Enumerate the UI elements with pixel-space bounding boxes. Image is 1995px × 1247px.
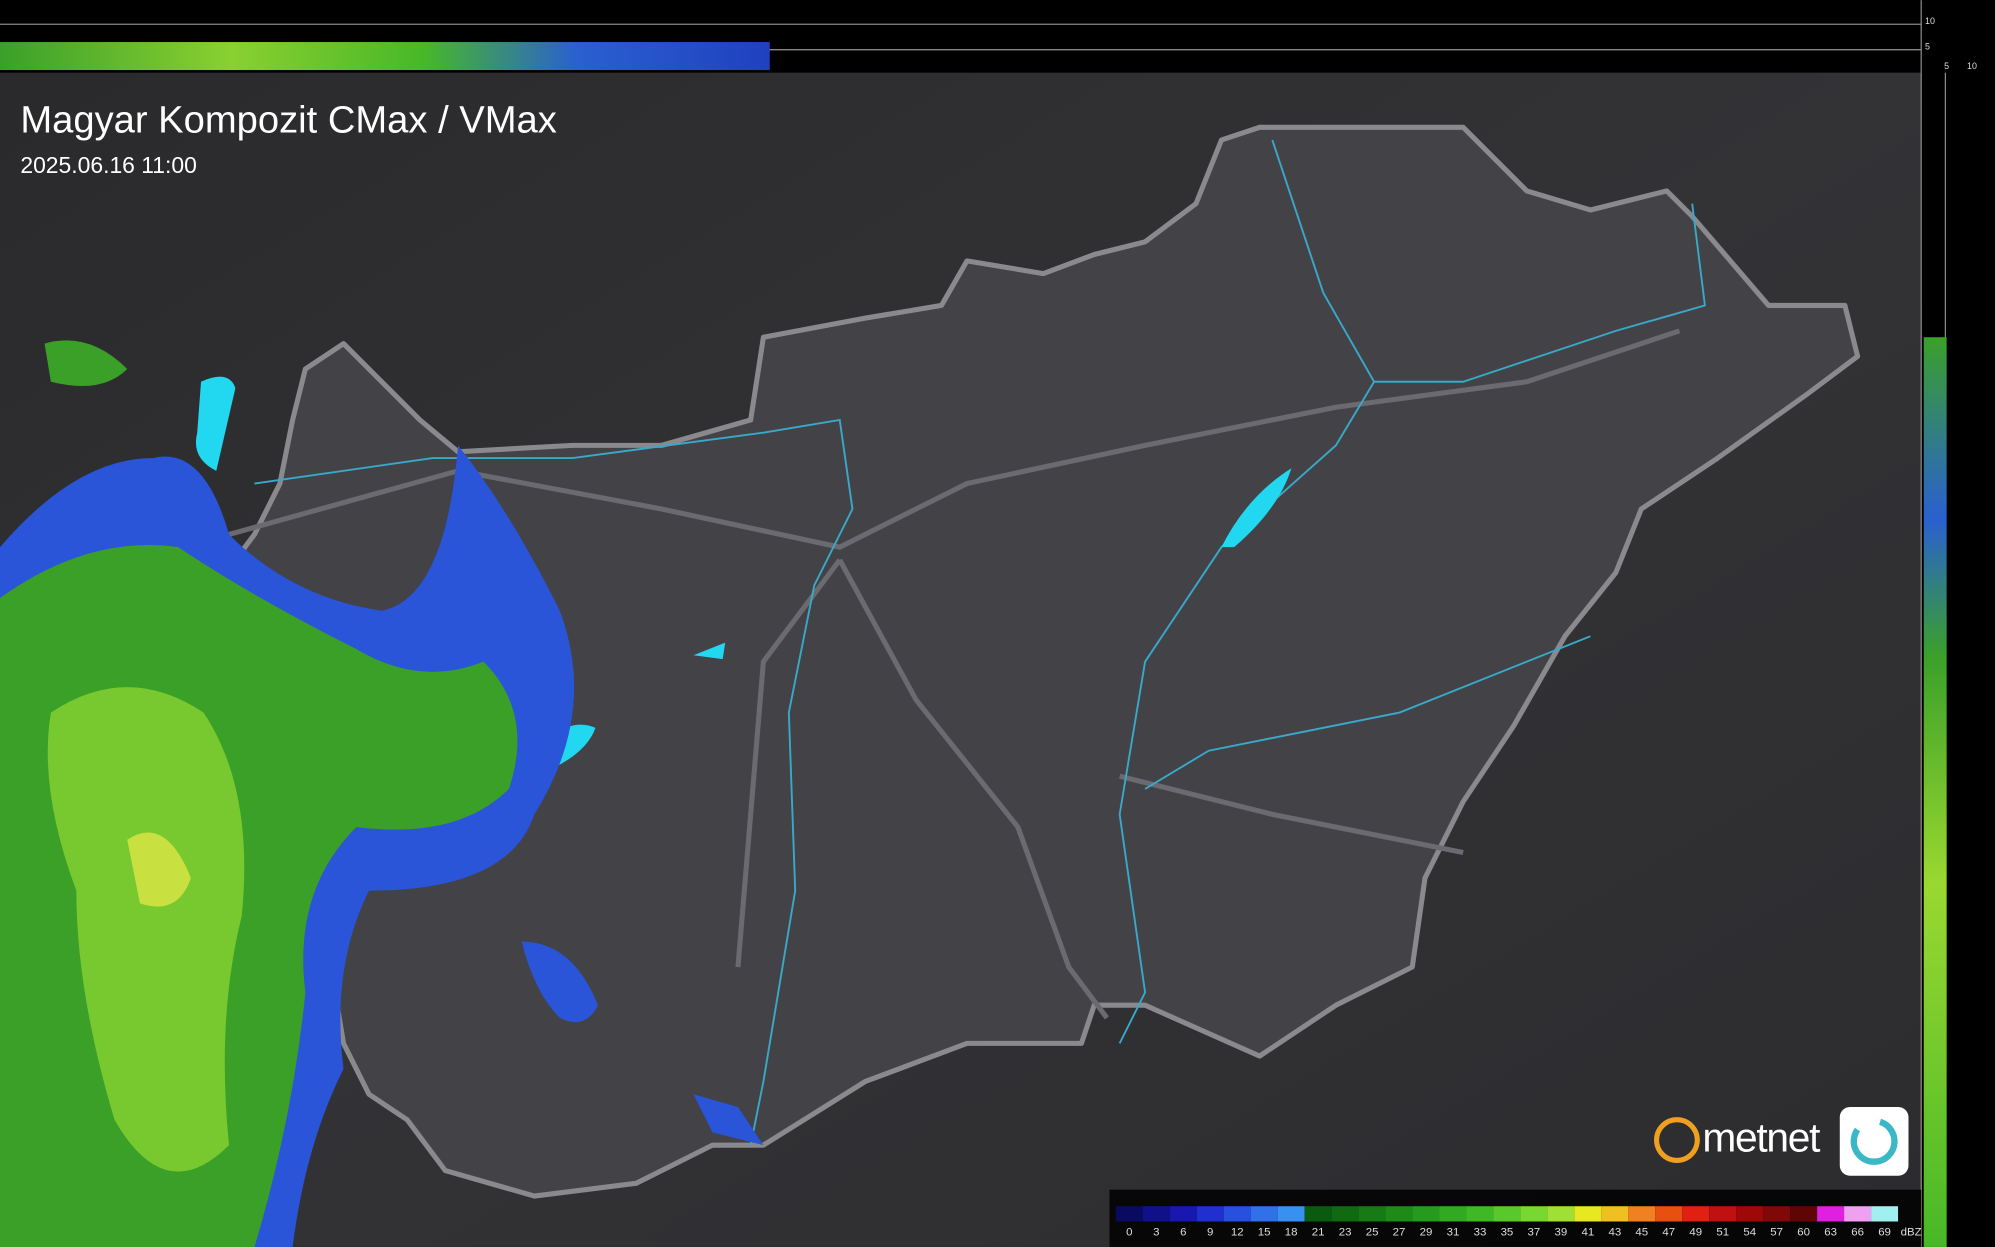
legend-label: 63 bbox=[1824, 1226, 1837, 1238]
legend-swatch bbox=[1790, 1206, 1818, 1222]
legend-label: 29 bbox=[1420, 1226, 1433, 1238]
legend-label: 27 bbox=[1393, 1226, 1406, 1238]
river bbox=[1374, 203, 1706, 383]
map-title: Magyar Kompozit CMax / VMax bbox=[20, 98, 556, 141]
legend-swatch bbox=[1736, 1206, 1764, 1222]
legend-label: 49 bbox=[1689, 1226, 1702, 1238]
legend-swatch bbox=[1439, 1206, 1467, 1222]
river-danube bbox=[254, 418, 854, 1146]
legend-swatch bbox=[1655, 1206, 1683, 1222]
legend-swatch bbox=[1196, 1206, 1224, 1222]
legend-swatch bbox=[1817, 1206, 1845, 1222]
logo: metnet bbox=[1654, 1106, 1909, 1176]
legend-swatch bbox=[1277, 1206, 1305, 1222]
logo-swirl bbox=[1850, 1117, 1898, 1165]
legend-label: 43 bbox=[1608, 1226, 1621, 1238]
legend-label: 69 bbox=[1878, 1226, 1891, 1238]
legend-swatch bbox=[1304, 1206, 1332, 1222]
legend-label: 60 bbox=[1797, 1226, 1810, 1238]
legend-label: 12 bbox=[1231, 1226, 1244, 1238]
road bbox=[1119, 773, 1464, 856]
lake-tisza bbox=[1221, 468, 1292, 548]
legend-swatch bbox=[1142, 1206, 1170, 1222]
legend-label: 15 bbox=[1258, 1226, 1271, 1238]
legend-label: 9 bbox=[1207, 1226, 1213, 1238]
legend-swatch bbox=[1682, 1206, 1710, 1222]
logo-text: metnet bbox=[1702, 1115, 1821, 1161]
legend-label: 54 bbox=[1743, 1226, 1756, 1238]
legend-label: 57 bbox=[1770, 1226, 1783, 1238]
lake-neusiedl bbox=[195, 376, 236, 471]
legend-label: 66 bbox=[1851, 1226, 1864, 1238]
echo-weak bbox=[693, 1094, 764, 1146]
legend-swatch bbox=[1331, 1206, 1359, 1222]
legend-label: 39 bbox=[1555, 1226, 1568, 1238]
legend-unit: dBZ bbox=[1901, 1226, 1922, 1238]
legend-label: 33 bbox=[1474, 1226, 1487, 1238]
echo-weak bbox=[521, 941, 598, 1023]
legend-swatch bbox=[1601, 1206, 1629, 1222]
legend: 0 3 6 9 12 15 18 21 23 25 27 29 31 33 35 37 39 41 43 45 47 49… bbox=[1115, 1206, 1922, 1238]
profile-tick: 5 bbox=[1944, 61, 1949, 71]
legend-label: 37 bbox=[1528, 1226, 1541, 1238]
legend-label: 47 bbox=[1662, 1226, 1675, 1238]
lake-velence bbox=[693, 642, 726, 660]
legend-swatch bbox=[1871, 1206, 1899, 1222]
road bbox=[228, 328, 1681, 550]
legend-swatch bbox=[1628, 1206, 1656, 1222]
legend-swatch bbox=[1115, 1206, 1143, 1222]
echo-moderate bbox=[44, 340, 128, 386]
legend-label: 6 bbox=[1180, 1226, 1186, 1238]
legend-swatch bbox=[1547, 1206, 1575, 1222]
profile-tick: 10 bbox=[1925, 16, 1935, 26]
legend-label: 31 bbox=[1447, 1226, 1460, 1238]
legend-swatch bbox=[1223, 1206, 1251, 1222]
road bbox=[735, 558, 842, 968]
legend-swatch bbox=[1466, 1206, 1494, 1222]
legend-label: 18 bbox=[1285, 1226, 1298, 1238]
logo-badge bbox=[1839, 1106, 1909, 1176]
legend-label: 51 bbox=[1716, 1226, 1729, 1238]
legend-swatch bbox=[1493, 1206, 1521, 1222]
legend-swatch bbox=[1520, 1206, 1548, 1222]
river bbox=[1144, 635, 1591, 790]
legend-swatch bbox=[1574, 1206, 1602, 1222]
echo-core bbox=[127, 832, 191, 907]
legend-swatch bbox=[1250, 1206, 1278, 1222]
legend-swatch bbox=[1169, 1206, 1197, 1222]
legend-swatch bbox=[1709, 1206, 1737, 1222]
profile-tick: 5 bbox=[1925, 42, 1930, 52]
side-profile-echo bbox=[1923, 337, 1947, 1247]
legend-label: 0 bbox=[1126, 1226, 1132, 1238]
echo-strong bbox=[47, 687, 245, 1172]
legend-swatch bbox=[1763, 1206, 1791, 1222]
profile-tick: 10 bbox=[1967, 61, 1977, 71]
rivers bbox=[254, 139, 1706, 1146]
legend-label: 23 bbox=[1339, 1226, 1352, 1238]
roads bbox=[228, 328, 1681, 1020]
road bbox=[837, 558, 1109, 1020]
legend-label: 3 bbox=[1153, 1226, 1159, 1238]
legend-label: 45 bbox=[1635, 1226, 1648, 1238]
radar-echoes bbox=[0, 340, 764, 1247]
legend-swatch bbox=[1412, 1206, 1440, 1222]
logo-sun bbox=[1654, 1117, 1700, 1163]
legend-swatch bbox=[1358, 1206, 1386, 1222]
timestamp: 2025.06.16 11:00 bbox=[20, 152, 197, 178]
legend-swatch bbox=[1385, 1206, 1413, 1222]
legend-swatch bbox=[1844, 1206, 1872, 1222]
legend-label: 41 bbox=[1581, 1226, 1594, 1238]
legend-label: 25 bbox=[1366, 1226, 1379, 1238]
legend-label: 21 bbox=[1312, 1226, 1325, 1238]
top-profile-echo bbox=[0, 42, 770, 71]
legend-label: 35 bbox=[1501, 1226, 1514, 1238]
